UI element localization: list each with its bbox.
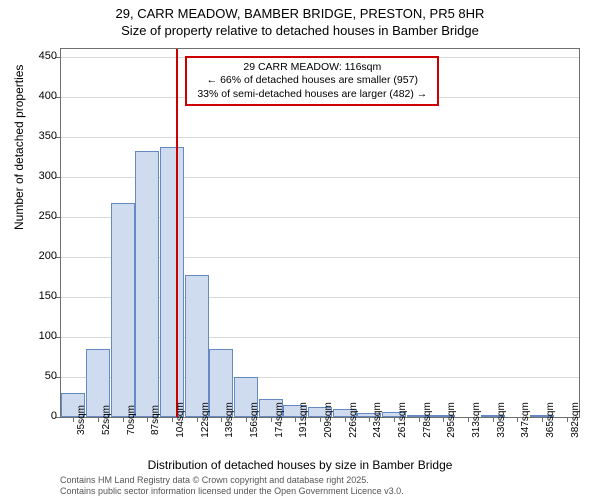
x-tick-mark — [443, 417, 444, 422]
x-tick-label: 347sqm — [520, 402, 531, 438]
y-tick-label: 400 — [17, 90, 57, 102]
x-axis-label: Distribution of detached houses by size … — [0, 458, 600, 472]
x-tick-label: 330sqm — [496, 402, 507, 438]
x-tick-label: 139sqm — [224, 402, 235, 438]
x-tick-label: 174sqm — [274, 402, 285, 438]
x-tick-mark — [295, 417, 296, 422]
x-tick-mark — [493, 417, 494, 422]
plot-area: 29 CARR MEADOW: 116sqm← 66% of detached … — [60, 48, 580, 418]
x-tick-label: 313sqm — [471, 402, 482, 438]
callout-line: 29 CARR MEADOW: 116sqm — [193, 61, 431, 74]
histogram-bar — [160, 147, 184, 417]
histogram-bar — [185, 275, 209, 417]
footer-line2: Contains public sector information licen… — [60, 486, 404, 497]
y-tick-label: 200 — [17, 250, 57, 262]
property-marker-line — [176, 49, 178, 417]
footer-attribution: Contains HM Land Registry data © Crown c… — [60, 475, 404, 497]
x-tick-label: 261sqm — [397, 402, 408, 438]
x-tick-label: 382sqm — [570, 402, 581, 438]
y-tick-label: 300 — [17, 170, 57, 182]
x-tick-label: 156sqm — [249, 402, 260, 438]
x-tick-mark — [468, 417, 469, 422]
y-tick-label: 350 — [17, 130, 57, 142]
x-tick-mark — [542, 417, 543, 422]
x-tick-mark — [197, 417, 198, 422]
x-tick-label: 70sqm — [126, 405, 137, 435]
callout-line: 33% of semi-detached houses are larger (… — [193, 88, 431, 101]
x-tick-mark — [172, 417, 173, 422]
y-tick-label: 150 — [17, 290, 57, 302]
callout-line: ← 66% of detached houses are smaller (95… — [193, 74, 431, 87]
y-tick-label: 450 — [17, 50, 57, 62]
x-tick-mark — [123, 417, 124, 422]
x-tick-label: 35sqm — [76, 405, 87, 435]
x-tick-label: 191sqm — [298, 402, 309, 438]
title-address: 29, CARR MEADOW, BAMBER BRIDGE, PRESTON,… — [0, 6, 600, 23]
x-tick-label: 104sqm — [175, 402, 186, 438]
y-tick-label: 100 — [17, 330, 57, 342]
x-tick-label: 52sqm — [101, 405, 112, 435]
x-tick-label: 278sqm — [422, 402, 433, 438]
x-tick-label: 365sqm — [545, 402, 556, 438]
x-tick-mark — [246, 417, 247, 422]
title-subtitle: Size of property relative to detached ho… — [0, 23, 600, 40]
footer-line1: Contains HM Land Registry data © Crown c… — [60, 475, 404, 486]
x-tick-mark — [369, 417, 370, 422]
x-tick-label: 122sqm — [200, 402, 211, 438]
x-tick-label: 87sqm — [150, 405, 161, 435]
x-tick-mark — [221, 417, 222, 422]
x-tick-label: 226sqm — [348, 402, 359, 438]
property-callout: 29 CARR MEADOW: 116sqm← 66% of detached … — [185, 56, 439, 105]
x-tick-mark — [517, 417, 518, 422]
x-tick-label: 209sqm — [323, 402, 334, 438]
x-tick-mark — [98, 417, 99, 422]
x-tick-mark — [567, 417, 568, 422]
y-tick-label: 0 — [17, 410, 57, 422]
histogram-bar — [135, 151, 159, 417]
x-tick-mark — [345, 417, 346, 422]
x-tick-mark — [320, 417, 321, 422]
chart-title-block: 29, CARR MEADOW, BAMBER BRIDGE, PRESTON,… — [0, 0, 600, 40]
x-tick-mark — [394, 417, 395, 422]
x-tick-mark — [73, 417, 74, 422]
x-tick-label: 295sqm — [446, 402, 457, 438]
y-tick-label: 50 — [17, 370, 57, 382]
gridline — [61, 137, 579, 138]
x-tick-label: 243sqm — [372, 402, 383, 438]
chart-container: 29, CARR MEADOW, BAMBER BRIDGE, PRESTON,… — [0, 0, 600, 500]
x-tick-mark — [147, 417, 148, 422]
x-tick-mark — [419, 417, 420, 422]
histogram-bar — [111, 203, 135, 417]
y-tick-label: 250 — [17, 210, 57, 222]
x-tick-mark — [271, 417, 272, 422]
